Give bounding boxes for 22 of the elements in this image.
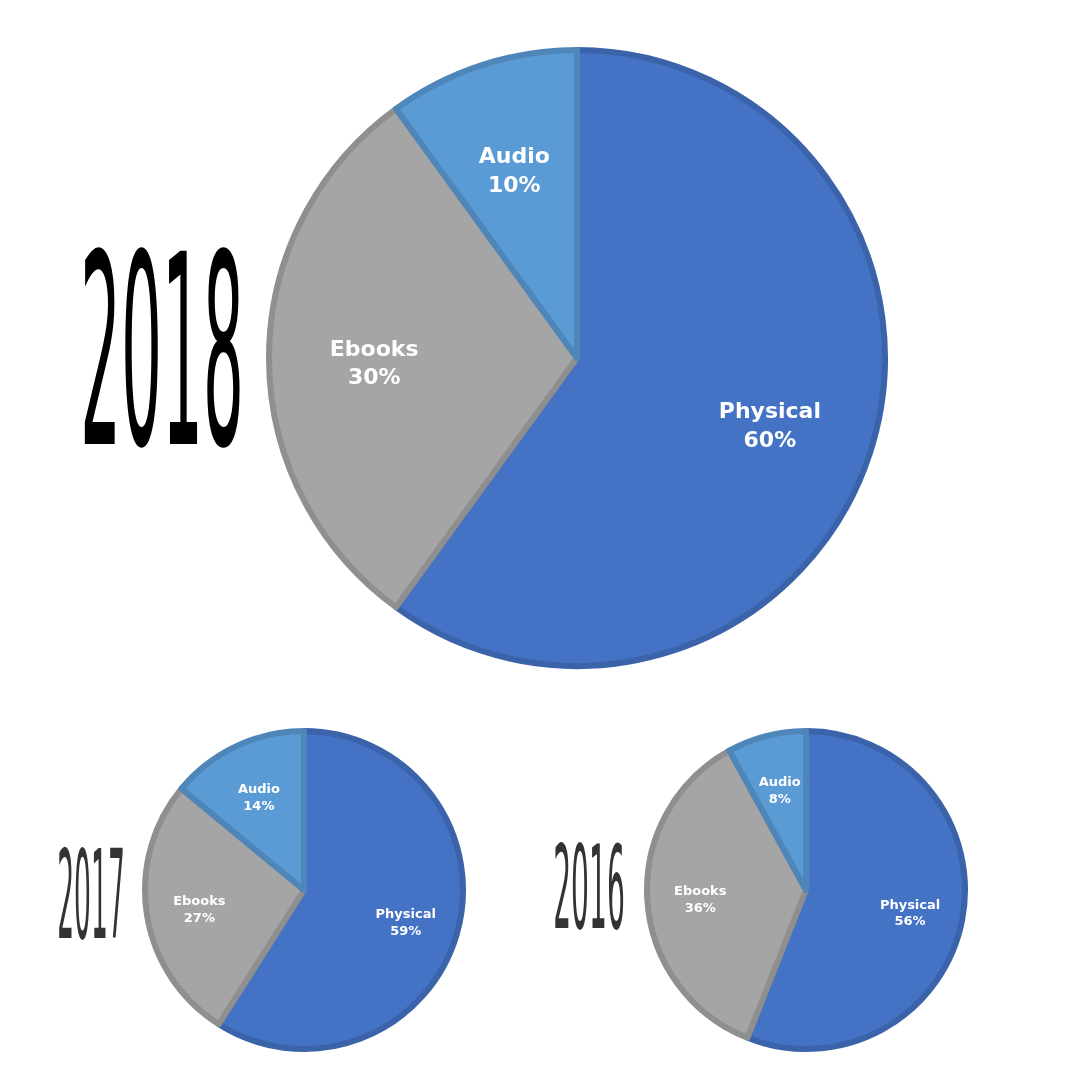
slice-label: Ebooks bbox=[173, 893, 226, 909]
slice-label: Audio bbox=[237, 780, 280, 796]
slice-label: Physical bbox=[375, 906, 436, 922]
data-label: 60% bbox=[743, 427, 797, 453]
data-label: 14% bbox=[243, 797, 275, 813]
data-label: 30% bbox=[347, 364, 401, 390]
slice-label: Audio bbox=[758, 774, 801, 790]
data-label: 27% bbox=[183, 910, 215, 926]
pie-slice bbox=[178, 728, 307, 893]
data-label: 10% bbox=[488, 171, 541, 197]
slice-label: Audio bbox=[478, 142, 550, 168]
data-label: 36% bbox=[684, 900, 716, 916]
slice-label: Physical bbox=[879, 896, 941, 912]
slice-label: Physical bbox=[718, 398, 821, 424]
text: 2017 bbox=[57, 823, 125, 967]
data-label: 59% bbox=[390, 923, 422, 939]
text: 2018 bbox=[80, 198, 244, 507]
text: 2016 bbox=[553, 820, 625, 956]
data-label: 8% bbox=[768, 790, 791, 806]
slice-label: Ebooks bbox=[329, 335, 419, 361]
slice-label: Ebooks bbox=[674, 883, 727, 899]
data-label: 56% bbox=[894, 913, 926, 929]
